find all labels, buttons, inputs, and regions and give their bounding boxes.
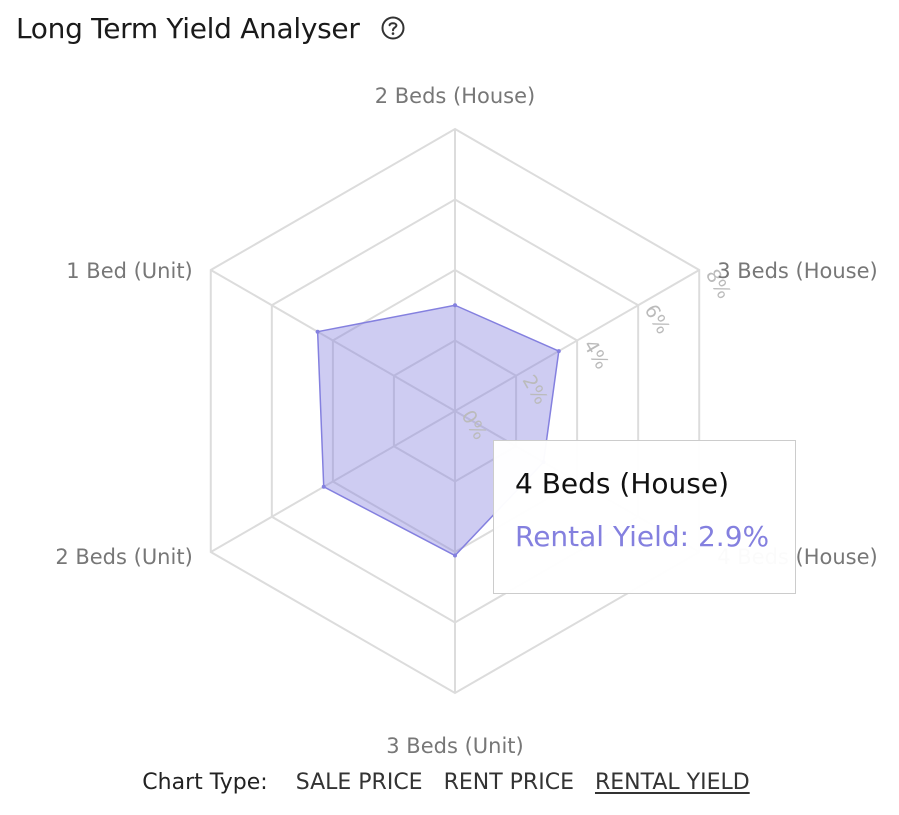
tooltip-value: Rental Yield: 2.9%: [515, 520, 770, 553]
chart-type-option-rental-yield[interactable]: RENTAL YIELD: [594, 770, 750, 795]
grid-spoke-4: [210, 410, 456, 553]
chart-type-option-sale-price[interactable]: SALE PRICE: [295, 770, 423, 795]
grid-spoke-5: [210, 269, 456, 412]
page-title: Long Term Yield Analyser: [16, 11, 360, 45]
category-label-4: 2 Beds (Unit): [55, 545, 192, 569]
data-point-3: [453, 553, 457, 558]
chart-type-selector: Chart Type: SALE PRICE RENT PRICE RENTAL…: [0, 770, 899, 795]
data-point-5: [315, 329, 320, 334]
radial-tick-label-4: 4%: [579, 336, 613, 373]
radar-svg: 0%2%4%6%8% 2 Beds (House)3 Beds (House)4…: [55, 84, 878, 758]
chart-type-label: Chart Type:: [142, 770, 268, 795]
radial-tick-label-6: 6%: [640, 301, 674, 338]
tooltip-title: 4 Beds (House): [515, 467, 730, 500]
chart-tooltip: 4 Beds (House) Rental Yield: 2.9%: [493, 440, 796, 594]
data-point-4: [321, 484, 326, 489]
radar-chart: 0% 2% 4% 6% 8% 2 Beds (House) 3 Beds (House) 4…: [55, 84, 878, 758]
chart-type-option-rent-price[interactable]: RENT PRICE: [443, 770, 574, 795]
header: Long Term Yield Analyser: [16, 8, 406, 48]
category-label-5: 1 Bed (Unit): [66, 259, 193, 283]
category-label-1: 3 Beds (House): [717, 259, 878, 283]
category-label-0: 2 Beds (House): [375, 84, 536, 108]
help-circle-icon[interactable]: [380, 15, 406, 41]
data-point-1: [556, 349, 561, 354]
category-label-3: 3 Beds (Unit): [386, 734, 523, 758]
grid-spoke-1: [454, 269, 700, 412]
data-point-0: [453, 303, 457, 308]
